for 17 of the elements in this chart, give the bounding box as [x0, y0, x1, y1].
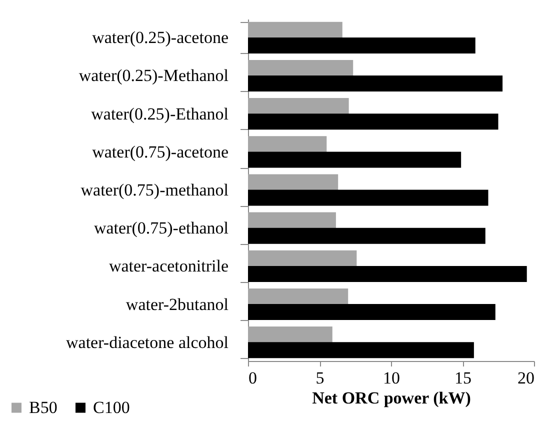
y-tick-label: water(0.75)-acetone: [92, 142, 228, 162]
y-tick-label: water(0.75)-ethanol: [94, 218, 229, 238]
x-axis-title: Net ORC power (kW): [312, 388, 471, 408]
x-tick-label: 5: [316, 368, 324, 388]
x-tick-label: 10: [383, 368, 400, 388]
x-tick-label: 15: [454, 368, 472, 388]
x-tick-label: 0: [248, 368, 257, 388]
x-tick-label: 20: [518, 368, 534, 388]
legend-label: C100: [93, 398, 130, 417]
y-tick-label: water(0.25)-Ethanol: [91, 104, 229, 124]
y-tick-label: water(0.25)-acetone: [92, 28, 228, 48]
y-tick-label: water(0.75)-methanol: [80, 180, 229, 200]
y-tick-label: water-diacetone alcohol: [66, 332, 229, 352]
y-tick-label: water-2butanol: [126, 294, 229, 314]
y-tick-label: water-acetonitrile: [108, 256, 228, 276]
legend-label: B50: [29, 398, 58, 417]
y-tick-label: water(0.25)-Methanol: [78, 66, 229, 86]
